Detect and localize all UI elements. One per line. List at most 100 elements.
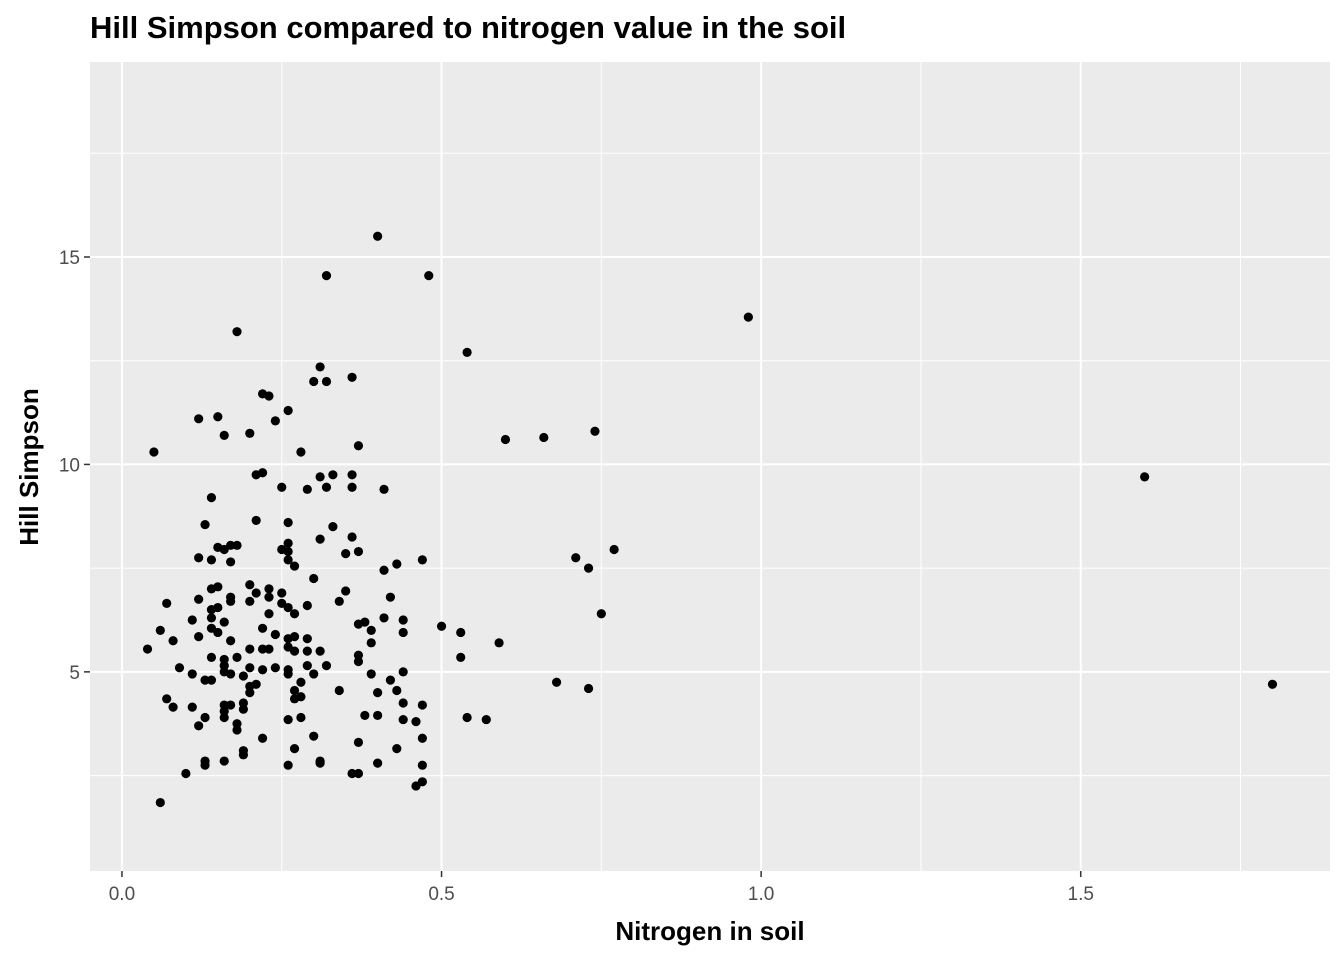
- data-point: [194, 414, 204, 424]
- data-point: [283, 517, 293, 528]
- data-point: [417, 700, 427, 710]
- data-point: [283, 602, 293, 613]
- data-point: [1267, 679, 1278, 689]
- data-point: [200, 712, 210, 723]
- data-point: [392, 744, 402, 754]
- data-point: [500, 434, 511, 445]
- data-point: [206, 555, 217, 565]
- data-point: [596, 609, 606, 619]
- data-point: [283, 555, 293, 565]
- data-point: [539, 432, 549, 443]
- data-point: [142, 644, 153, 654]
- data-point: [296, 677, 306, 687]
- data-point: [302, 634, 312, 644]
- data-point: [398, 667, 408, 677]
- data-point: [392, 685, 402, 696]
- data-point: [379, 613, 389, 623]
- data-point: [283, 546, 293, 557]
- data-point: [245, 428, 255, 438]
- data-point: [264, 592, 274, 602]
- data-point: [270, 629, 280, 640]
- data-point: [373, 758, 383, 768]
- data-point: [283, 538, 293, 548]
- data-point: [379, 484, 389, 494]
- data-point: [398, 698, 408, 708]
- data-point: [251, 515, 261, 526]
- x-axis-title: Nitrogen in soil: [615, 916, 804, 946]
- data-point: [200, 675, 210, 685]
- plot-panel: [90, 62, 1330, 871]
- data-point: [315, 362, 325, 372]
- axis-ticks: 0.0 0.5 1.0 1.5 5 10 15: [59, 248, 1094, 905]
- data-point: [245, 580, 255, 590]
- data-point: [353, 656, 364, 667]
- data-point: [392, 559, 402, 569]
- data-point: [347, 768, 357, 779]
- data-points: [142, 231, 1278, 808]
- data-point: [360, 617, 370, 627]
- data-point: [264, 644, 274, 654]
- data-point: [302, 484, 312, 494]
- data-point: [353, 737, 364, 747]
- data-point: [232, 652, 242, 662]
- data-point: [187, 615, 197, 625]
- data-point: [583, 563, 594, 573]
- data-point: [232, 540, 242, 550]
- data-point: [206, 613, 217, 623]
- data-point: [289, 685, 300, 696]
- data-point: [321, 661, 332, 671]
- y-axis-title: Hill Simpson: [14, 388, 44, 545]
- data-point: [226, 669, 236, 679]
- data-point: [245, 644, 255, 654]
- data-point: [289, 646, 300, 656]
- data-point: [1140, 472, 1150, 482]
- data-point: [385, 675, 396, 685]
- data-point: [238, 750, 249, 760]
- data-point: [168, 702, 178, 712]
- data-point: [373, 710, 383, 721]
- data-point: [571, 553, 581, 563]
- data-point: [270, 416, 280, 426]
- data-point: [341, 586, 351, 596]
- data-point: [379, 565, 389, 575]
- data-point: [341, 549, 351, 559]
- data-point: [347, 372, 357, 382]
- data-point: [309, 376, 319, 387]
- data-point: [289, 631, 300, 642]
- data-point: [494, 638, 504, 648]
- data-point: [219, 430, 229, 440]
- chart-title: Hill Simpson compared to nitrogen value …: [90, 10, 847, 45]
- data-point: [289, 744, 300, 754]
- data-point: [277, 588, 287, 598]
- data-point: [347, 470, 357, 480]
- data-point: [347, 532, 357, 542]
- data-point: [226, 557, 236, 567]
- data-point: [238, 671, 249, 681]
- data-point: [251, 588, 261, 598]
- data-point: [155, 625, 165, 635]
- data-point: [315, 646, 325, 656]
- data-point: [417, 760, 427, 770]
- x-tick-label: 0.5: [428, 884, 454, 905]
- data-point: [456, 652, 466, 662]
- data-point: [194, 721, 204, 731]
- data-point: [213, 412, 223, 422]
- data-point: [251, 679, 261, 689]
- data-point: [219, 617, 229, 627]
- data-point: [315, 534, 325, 544]
- data-point: [328, 522, 338, 532]
- data-point: [366, 669, 376, 679]
- data-point: [194, 594, 204, 604]
- data-point: [257, 665, 268, 675]
- data-point: [226, 540, 236, 550]
- data-point: [398, 615, 408, 625]
- grid-lines: [90, 62, 1330, 871]
- data-point: [226, 636, 236, 646]
- data-point: [436, 621, 447, 631]
- data-point: [245, 688, 255, 698]
- data-point: [283, 405, 293, 416]
- data-point: [296, 712, 306, 723]
- data-point: [232, 725, 242, 735]
- data-point: [257, 468, 268, 478]
- data-point: [206, 652, 217, 662]
